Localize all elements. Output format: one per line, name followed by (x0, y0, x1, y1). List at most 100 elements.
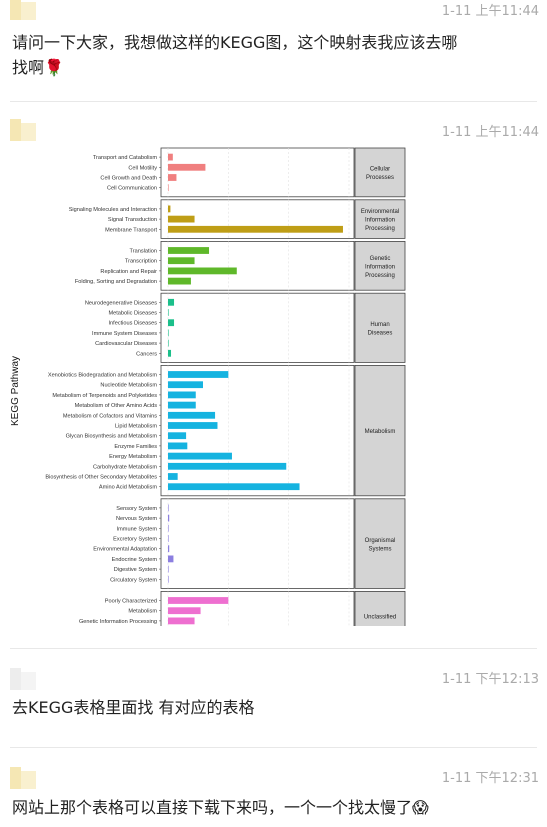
y-tick-label: Environmental Adaptation (93, 547, 157, 553)
y-tick-label: Cell Motility (128, 165, 157, 171)
y-tick-label: Enzyme Families (114, 444, 157, 450)
panel-strip-label: Systems (368, 546, 391, 552)
y-tick-label: Cardiovascular Diseases (95, 341, 157, 347)
comment-4: 1-11 下午12:31 网站上那个表格可以直接下载下来吗，一个一个找太慢了😱 (0, 749, 547, 827)
panel-strip-label: Cellular (370, 167, 390, 173)
comment-timestamp: 1-11 上午11:44 (441, 125, 539, 140)
y-tick-label: Endocrine System (112, 557, 158, 563)
y-tick-label: Xenobiotics Biodegradation and Metabolis… (48, 373, 157, 379)
y-tick-label: Glycan Biosynthesis and Metabolism (66, 434, 158, 440)
y-tick-label: Immune System (117, 526, 158, 532)
panel-strip-label: Human (370, 322, 389, 328)
bar (168, 575, 169, 583)
y-tick-label: Metabolism of Cofactors and Vitamins (63, 413, 157, 419)
bar (168, 565, 169, 573)
y-axis-label: KEGG Pathway (10, 356, 21, 426)
panel-strip (354, 498, 406, 589)
bar (168, 514, 170, 522)
panel-strip (354, 241, 406, 291)
bar (168, 401, 196, 409)
y-tick-label: Metabolism of Terpenoids and Polyketides (52, 393, 157, 399)
bar (168, 247, 210, 254)
y-tick-label: Lipid Metabolism (115, 424, 157, 430)
comment-timestamp: 1-11 下午12:31 (441, 771, 539, 786)
avatar[interactable] (10, 668, 36, 690)
y-tick-label: Cell Growth and Death (100, 176, 157, 182)
panel-strip-label: Processing (365, 273, 395, 279)
bar (168, 535, 169, 542)
comment-1: 1-11 上午11:44 请问一下大家，我想做这样的KEGG图，这个映射表我应该… (0, 0, 547, 100)
bar (168, 607, 201, 615)
y-tick-label: Translation (130, 249, 157, 255)
y-tick-label: Folding, Sorting and Degradation (75, 279, 157, 285)
bar (168, 174, 177, 181)
y-tick-label: Digestive System (114, 567, 158, 573)
bar (168, 319, 175, 327)
bar (168, 524, 169, 532)
bar (168, 309, 169, 316)
y-tick-label: Amino Acid Metabolism (99, 485, 157, 491)
panel-strip-label: Genetic (370, 256, 391, 262)
y-tick-label: Biosynthesis of Other Secondary Metaboli… (45, 475, 157, 481)
y-tick-label: Replication and Repair (100, 269, 157, 275)
panel-strip (354, 199, 406, 239)
bar (168, 163, 206, 171)
bar (168, 381, 203, 389)
bar (168, 339, 169, 347)
bar (168, 298, 175, 306)
comment-text: 请问一下大家，我想做这样的KEGG图，这个映射表我应该去哪 找啊🌹 (12, 30, 457, 80)
y-tick-label: Metabolism of Other Amino Acids (75, 403, 158, 409)
panel-strip-label: Processes (366, 175, 394, 181)
y-tick-label: Cell Communication (107, 186, 157, 192)
bar (168, 411, 216, 419)
panel-strip (354, 292, 406, 363)
kegg-bar-chart: Cellular Processes Transport and Catabolis… (10, 147, 406, 669)
panel-strip-label: Diseases (368, 331, 393, 337)
bar (168, 391, 196, 399)
y-tick-label: Nervous System (116, 516, 157, 522)
comment-timestamp: 1-11 下午12:13 (441, 672, 539, 687)
divider (10, 101, 537, 102)
panel-strip-label: Information (365, 218, 395, 224)
bar (168, 267, 237, 275)
panel-strip (354, 147, 406, 198)
y-tick-label: Poorly Characterized (105, 599, 157, 605)
bar (168, 473, 178, 480)
bar (168, 617, 195, 625)
bar (168, 329, 169, 337)
bar (168, 371, 229, 378)
y-tick-label: Energy Metabolism (109, 454, 157, 460)
comment-3: 1-11 下午12:13 去KEGG表格里面找 有对应的表格 (0, 650, 547, 745)
y-tick-label: Excretory System (113, 537, 157, 543)
y-tick-label: Nucleotide Metabolism (100, 383, 157, 389)
bar (168, 452, 232, 460)
bar (168, 215, 195, 223)
panel-strip-label: Environmental (361, 209, 399, 215)
panel-strip-label: Metabolism (365, 429, 396, 435)
divider (10, 747, 537, 748)
avatar[interactable] (10, 767, 36, 789)
y-tick-label: Metabolism (128, 609, 157, 615)
bar (168, 462, 287, 470)
bar (168, 422, 218, 429)
kegg-chart-image[interactable]: Cellular Processes Transport and Catabolis… (8, 146, 408, 669)
bar (168, 153, 173, 161)
bar (168, 257, 195, 265)
y-tick-label: Genetic Information Processing (79, 619, 157, 625)
bar (168, 504, 169, 512)
rose-emoji-icon: 🌹 (44, 58, 64, 77)
avatar[interactable] (10, 0, 36, 20)
y-tick-label: Signaling Molecules and Interaction (69, 207, 157, 213)
y-tick-label: Metabolic Diseases (108, 311, 157, 317)
comment-timestamp: 1-11 上午11:44 (441, 4, 539, 19)
comment-text-line2: 找啊🌹 (12, 55, 457, 80)
y-tick-label: Membrane Transport (105, 227, 157, 233)
comment-text: 网站上那个表格可以直接下载下来吗，一个一个找太慢了😱 (12, 795, 429, 820)
y-tick-label: Cancers (136, 351, 157, 357)
bar (168, 545, 170, 553)
y-tick-label: Carbohydrate Metabolism (93, 464, 157, 470)
bar (168, 277, 191, 285)
bar (168, 432, 187, 440)
bar (168, 442, 188, 450)
avatar[interactable] (10, 119, 36, 141)
